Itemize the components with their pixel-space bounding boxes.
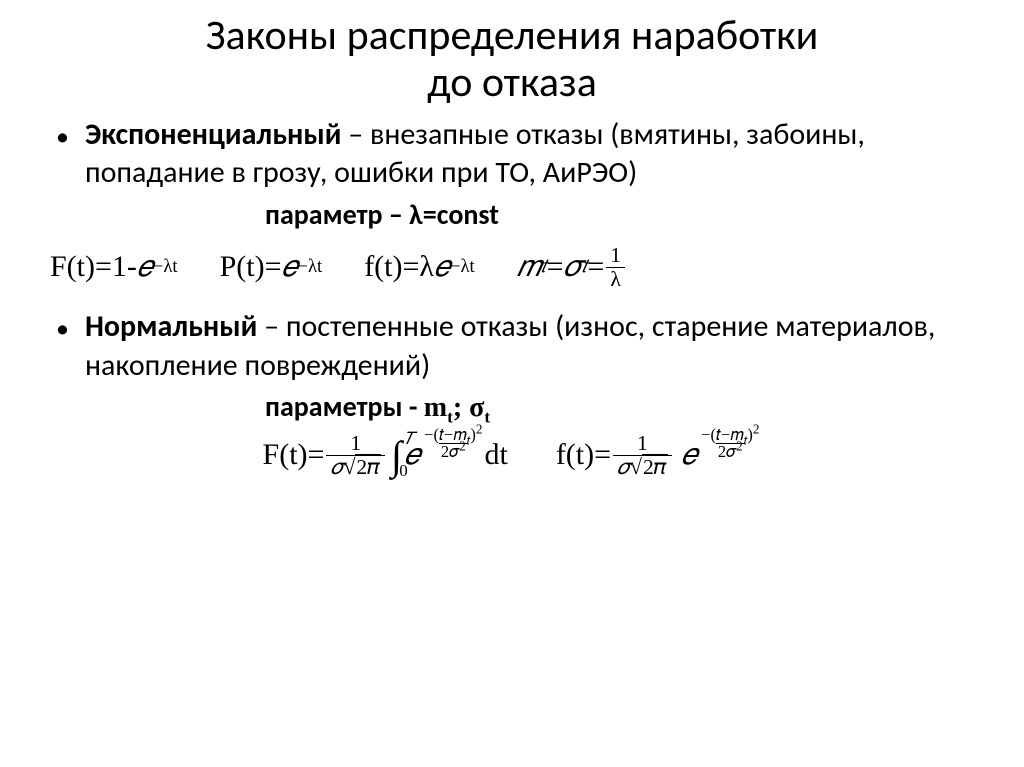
bullet-exponential: • Экспоненциальный – внезапные отказы (в… <box>50 116 974 193</box>
norm-F: F(t)= 1 𝜎√2𝜋 ∫ 𝑇 0 𝑒 −(𝑡−𝑚� <box>263 432 508 479</box>
title-line1: Законы распределения наработки <box>206 10 819 61</box>
bullet-exp-text: Экспоненциальный – внезапные отказы (вмя… <box>85 116 974 193</box>
exp-F: F(t)=1-𝑒−λt <box>50 250 178 284</box>
exp-param-line: параметр – λ=const <box>265 197 974 232</box>
exp-P: P(t)=𝑒−λt <box>220 250 323 284</box>
exp-frac: 1 λ <box>606 244 625 290</box>
exp-name: Экспоненциальный <box>85 116 342 153</box>
bullet-norm-text: Нормальный – постепенные отказы (износ, … <box>85 308 974 385</box>
norm-F-coeff: 1 𝜎√2𝜋 <box>326 432 385 478</box>
norm-f-exp: −(𝑡−𝑚𝑡)2 2𝜎2 <box>699 427 761 461</box>
norm-f-coeff: 1 𝜎√2𝜋 <box>613 432 672 478</box>
bullet-dot-icon: • <box>56 312 69 345</box>
norm-f: f(t)= 1 𝜎√2𝜋 𝑒 −(𝑡−𝑚𝑡)2 2𝜎2 <box>556 432 762 478</box>
bullet-dot-icon: • <box>56 120 69 153</box>
exp-m-sigma: 𝑚𝑡 = 𝜎𝑡 = 1 λ <box>517 244 627 290</box>
norm-name: Нормальный <box>85 308 257 345</box>
norm-formula-row: F(t)= 1 𝜎√2𝜋 ∫ 𝑇 0 𝑒 −(𝑡−𝑚� <box>50 432 974 479</box>
title-line2: до отказа <box>427 57 597 108</box>
norm-param-line: параметры - mt; σt <box>265 389 974 424</box>
bullet-normal: • Нормальный – постепенные отказы (износ… <box>50 308 974 385</box>
exp-formula-row: F(t)=1-𝑒−λt P(t)=𝑒−λt f(t)=λ𝑒−λt 𝑚𝑡 = 𝜎𝑡… <box>50 244 974 290</box>
slide-title: Законы распределения наработки до отказа <box>50 12 974 106</box>
exp-f: f(t)=λ𝑒−λt <box>364 250 474 284</box>
integral-icon: ∫ 𝑇 0 <box>391 432 402 479</box>
norm-F-exp: −(𝑡−𝑚𝑡)2 2𝜎2 <box>422 427 484 461</box>
